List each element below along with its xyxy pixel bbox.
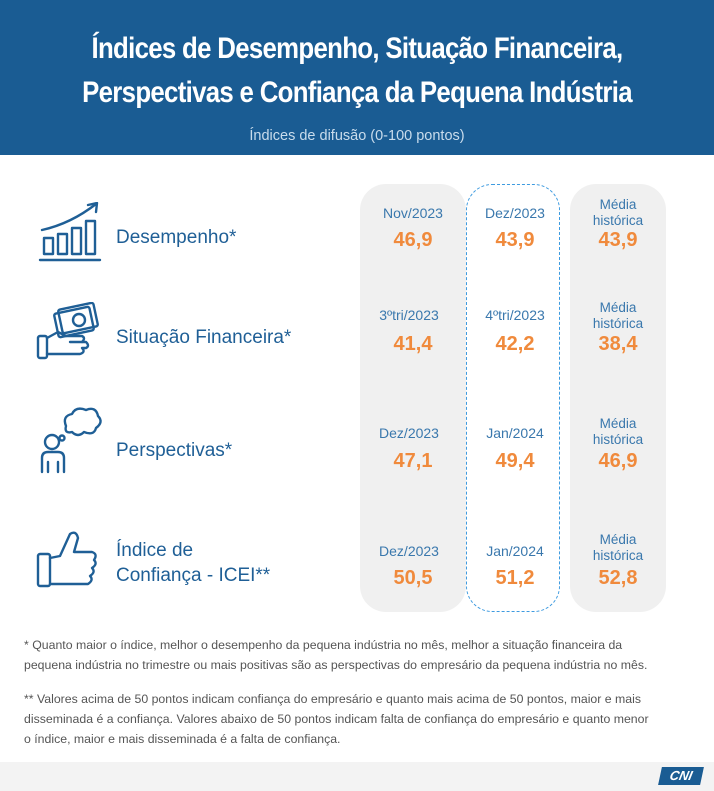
row3-value-current: 49,4 [495,450,535,472]
row3-period-current: Jan/2024 [486,425,544,441]
row4-value-current: 51,2 [495,567,535,589]
row-label-icei-line-2: Confiança - ICEI** [116,565,271,586]
footer-bar [0,762,714,791]
bar-chart-growth-icon [36,201,104,269]
row1-value-previous: 46,9 [393,229,433,251]
row1-hist-label-2: histórica [592,213,644,228]
footnote-1-line-1: * Quanto maior o índice, melhor o desemp… [24,638,623,652]
row4-hist-label-2: histórica [592,548,644,563]
row-label-icei-line-1: Índice de [116,540,194,561]
cni-logo: CNI [658,767,704,785]
row1-value-historical: 43,9 [598,229,638,251]
header-banner [0,0,714,155]
row-label-perspectivas: Perspectivas* [116,440,233,461]
row1-hist-label-1: Média [599,197,637,212]
row4-value-previous: 50,5 [393,567,433,589]
row2-hist-label-2: histórica [592,316,644,331]
row2-value-current: 42,2 [495,333,535,355]
row-label-desempenho: Desempenho* [116,227,237,248]
hand-with-money-icon [36,301,104,369]
previous-period-column [360,184,466,612]
row4-period-current: Jan/2024 [486,543,544,559]
current-period-column [466,184,560,612]
row2-hist-label-1: Média [599,300,637,315]
footnote-2-line-2: disseminada é a confiança. Valores abaix… [24,712,649,726]
row2-period-previous: 3ºtri/2023 [379,307,439,323]
row4-period-previous: Dez/2023 [379,543,439,559]
row1-period-previous: Nov/2023 [383,205,443,221]
row3-value-previous: 47,1 [393,450,433,472]
page-subtitle: Índices de difusão (0-100 pontos) [249,128,465,144]
page-title-line-1: Índices de Desempenho, Situação Financei… [91,32,623,65]
row4-hist-label-1: Média [599,532,637,547]
row2-value-previous: 41,4 [393,333,433,355]
row3-period-previous: Dez/2023 [379,425,439,441]
footnote-2-line-3: o índice, maior e mais disseminada é a f… [24,732,341,746]
row2-value-historical: 38,4 [598,333,638,355]
row3-hist-label-1: Média [599,416,637,431]
page-title-line-2: Perspectivas e Confiança da Pequena Indú… [82,76,632,109]
row2-period-current: 4ºtri/2023 [485,307,545,323]
person-thinking-icon [36,404,104,481]
footnote-1-line-2: pequena indústria no trimestre ou mais p… [24,658,648,672]
footnote-2-line-1: ** Valores acima de 50 pontos indicam co… [24,692,641,706]
row-label-situacao-financeira: Situação Financeira* [116,327,292,348]
row1-value-current: 43,9 [495,229,535,251]
row1-period-current: Dez/2023 [485,205,545,221]
thumbs-up-icon [36,528,104,597]
row4-value-historical: 52,8 [598,567,638,589]
row3-hist-label-2: histórica [592,432,644,447]
historical-average-column [570,184,666,612]
row3-value-historical: 46,9 [598,450,638,472]
